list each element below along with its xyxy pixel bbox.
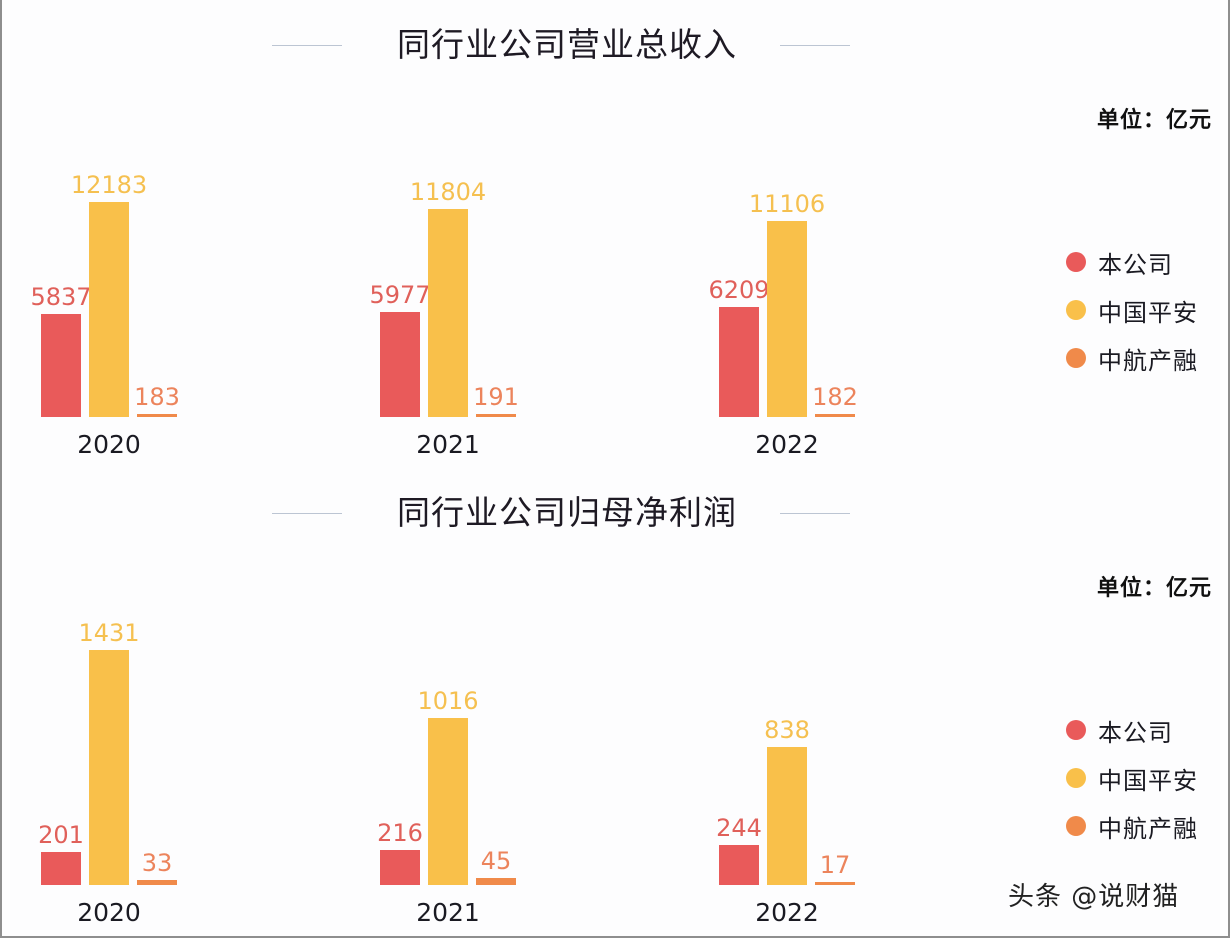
value-label-pingan-2021: 1016 <box>417 687 479 715</box>
value-label-pingan-2020: 1431 <box>78 619 140 647</box>
value-label-pingan-2022: 838 <box>764 716 810 744</box>
bar-pingan-2020[interactable] <box>89 202 129 417</box>
x-axis-label-2021: 2021 <box>416 898 480 927</box>
chart-1-legend: 本公司 中国平安 中航产融 <box>1066 238 1198 382</box>
chart-2-title: 同行业公司归母净利润 <box>397 493 737 532</box>
bar-avic-2022[interactable] <box>815 414 855 417</box>
value-label-self-2021: 5977 <box>369 281 431 309</box>
chart-1-title-row: 同行业公司营业总收入 <box>2 20 1230 70</box>
bar-avic-2021[interactable] <box>476 878 516 885</box>
title-rule-left <box>272 513 342 514</box>
legend-item-self[interactable]: 本公司 <box>1066 238 1198 286</box>
title-rule-right <box>780 45 850 46</box>
legend-dot-icon <box>1066 348 1086 368</box>
value-label-avic-2021: 191 <box>473 383 519 411</box>
legend-item-self[interactable]: 本公司 <box>1066 706 1198 754</box>
x-axis-label-2020: 2020 <box>77 898 141 927</box>
bar-avic-2020[interactable] <box>137 414 177 417</box>
bar-self-2020[interactable] <box>41 314 81 417</box>
legend-item-avic[interactable]: 中航产融 <box>1066 334 1198 382</box>
x-axis-label-2020: 2020 <box>77 430 141 459</box>
value-label-self-2020: 201 <box>38 821 84 849</box>
chart-2-title-row: 同行业公司归母净利润 <box>2 488 1230 538</box>
x-axis-label-2021: 2021 <box>416 430 480 459</box>
bar-pingan-2020[interactable] <box>89 650 129 885</box>
legend-dot-icon <box>1066 252 1086 272</box>
watermark: 头条 @说财猫 <box>1008 882 1180 912</box>
legend-dot-icon <box>1066 720 1086 740</box>
x-axis-label-2022: 2022 <box>755 898 819 927</box>
value-label-avic-2020: 33 <box>141 849 173 877</box>
legend-dot-icon <box>1066 768 1086 788</box>
value-label-avic-2021: 45 <box>480 847 512 875</box>
bar-pingan-2021[interactable] <box>428 718 468 885</box>
chart-2-unit-label: 单位：亿元 <box>1096 576 1212 601</box>
value-label-pingan-2020: 12183 <box>70 171 148 199</box>
chart-1-unit-label: 单位：亿元 <box>1096 108 1212 133</box>
legend-item-pingan[interactable]: 中国平安 <box>1066 754 1198 802</box>
x-axis-label-2022: 2022 <box>755 430 819 459</box>
chart-2-legend: 本公司 中国平安 中航产融 <box>1066 706 1198 850</box>
legend-item-pingan[interactable]: 中国平安 <box>1066 286 1198 334</box>
bar-self-2020[interactable] <box>41 852 81 885</box>
legend-dot-icon <box>1066 300 1086 320</box>
bar-pingan-2022[interactable] <box>767 747 807 885</box>
bar-avic-2020[interactable] <box>137 880 177 885</box>
value-label-self-2021: 216 <box>377 819 423 847</box>
bar-self-2021[interactable] <box>380 312 420 417</box>
bar-avic-2021[interactable] <box>476 414 516 417</box>
bar-self-2022[interactable] <box>719 307 759 417</box>
title-rule-left <box>272 45 342 46</box>
legend-dot-icon <box>1066 816 1086 836</box>
chart-1-title: 同行业公司营业总收入 <box>397 25 737 64</box>
bar-pingan-2021[interactable] <box>428 209 468 417</box>
value-label-self-2022: 6209 <box>708 276 770 304</box>
value-label-self-2020: 5837 <box>30 283 92 311</box>
bar-self-2021[interactable] <box>380 850 420 885</box>
value-label-avic-2022: 182 <box>812 383 858 411</box>
title-rule-right <box>780 513 850 514</box>
value-label-pingan-2022: 11106 <box>748 190 826 218</box>
legend-item-avic[interactable]: 中航产融 <box>1066 802 1198 850</box>
bar-self-2022[interactable] <box>719 845 759 885</box>
value-label-pingan-2021: 11804 <box>409 178 487 206</box>
bar-avic-2022[interactable] <box>815 882 855 885</box>
value-label-avic-2020: 183 <box>134 383 180 411</box>
value-label-self-2022: 244 <box>716 814 762 842</box>
value-label-avic-2022: 17 <box>819 851 851 879</box>
bar-pingan-2022[interactable] <box>767 221 807 417</box>
